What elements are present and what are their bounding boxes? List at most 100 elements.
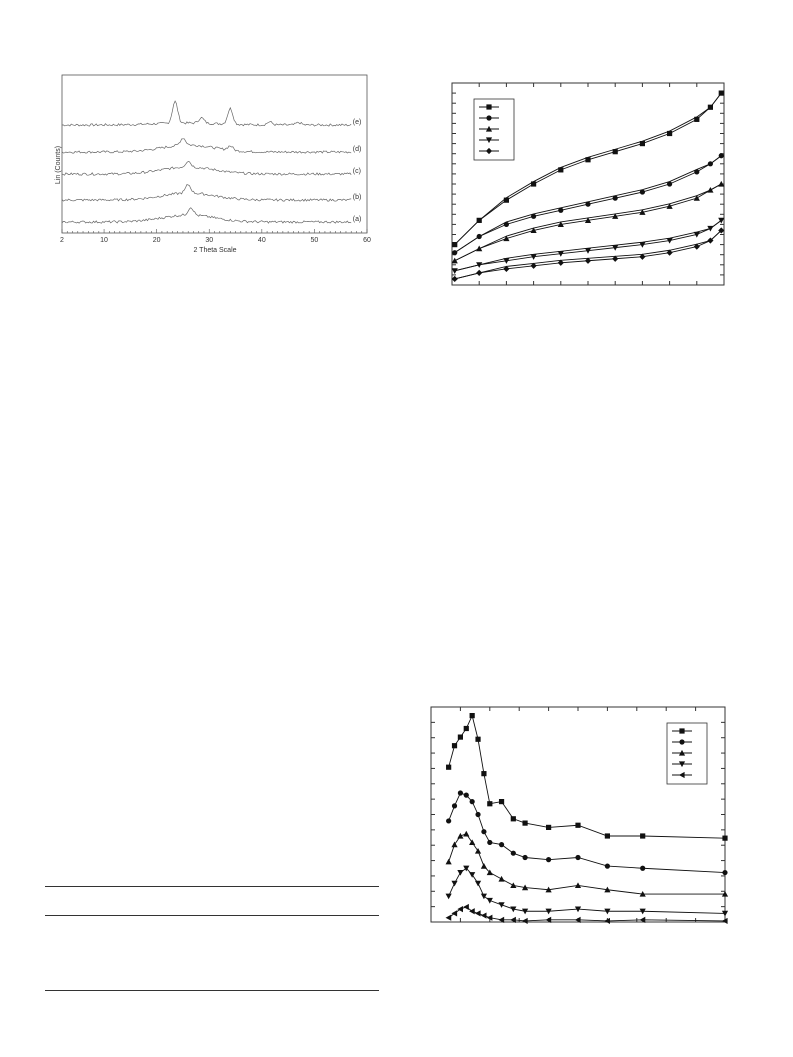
pore-series-line bbox=[448, 792, 726, 873]
iso-point bbox=[694, 116, 700, 122]
pore-point bbox=[640, 833, 646, 839]
pore-point bbox=[545, 916, 552, 923]
iso-point bbox=[718, 90, 724, 96]
pore-point bbox=[498, 916, 505, 923]
pore-point bbox=[457, 832, 464, 839]
pore-point bbox=[445, 893, 452, 900]
iso-point bbox=[531, 181, 537, 187]
pore-point bbox=[486, 914, 493, 921]
xrd-trace bbox=[61, 100, 352, 127]
pore-point bbox=[639, 916, 646, 923]
iso-series-line bbox=[454, 183, 722, 262]
pore-point bbox=[604, 908, 611, 915]
pore-point bbox=[604, 863, 610, 869]
pore-legend-marker bbox=[679, 728, 685, 734]
pore-series-line bbox=[448, 867, 726, 914]
pore-point bbox=[522, 820, 528, 826]
pore-series-line bbox=[448, 906, 726, 922]
pore-point bbox=[722, 835, 728, 841]
pore-point bbox=[457, 734, 463, 740]
pore-point bbox=[639, 908, 646, 915]
pore-point bbox=[469, 839, 476, 846]
pore-series-line bbox=[448, 833, 725, 895]
xrd-axes-frame bbox=[61, 74, 368, 234]
iso-point bbox=[694, 169, 700, 175]
pore-point bbox=[451, 803, 458, 809]
pore-point bbox=[604, 917, 610, 925]
pore-point bbox=[481, 771, 487, 777]
iso-point bbox=[584, 248, 592, 254]
pore-point bbox=[487, 839, 493, 846]
pore-point bbox=[474, 910, 481, 917]
pore-legend-marker bbox=[678, 771, 685, 779]
pore-point bbox=[469, 908, 475, 915]
iso-legend-marker bbox=[486, 104, 492, 110]
pore-point bbox=[545, 886, 552, 893]
pore-point bbox=[446, 818, 452, 824]
iso-point bbox=[503, 197, 509, 203]
pore-point bbox=[469, 872, 476, 878]
pore-point bbox=[604, 833, 610, 839]
pore-point bbox=[575, 854, 581, 861]
xrd-trace bbox=[61, 161, 352, 176]
iso-point bbox=[666, 237, 673, 244]
pore-point bbox=[463, 792, 469, 798]
isotherm-chart bbox=[451, 82, 725, 286]
pore-point bbox=[546, 824, 552, 830]
pore-point bbox=[451, 841, 458, 848]
xrd-plot: 2 10 20 30 40 50 60 (e) (d) (c) (b) (a) bbox=[60, 74, 371, 244]
xrd-ylabel: Lin (Counts) bbox=[55, 146, 62, 184]
pore-point bbox=[510, 816, 516, 822]
pore-point bbox=[574, 906, 582, 913]
iso-point bbox=[503, 235, 510, 242]
xrd-chart: 2 10 20 30 40 50 60 (e) (d) (c) (b) (a) Lin (Counts… bbox=[55, 74, 371, 254]
pore-point bbox=[604, 886, 611, 893]
pore-point bbox=[463, 830, 470, 837]
pore-point bbox=[486, 869, 493, 876]
pore-point bbox=[475, 736, 481, 742]
pore-point bbox=[475, 811, 481, 818]
iso-point bbox=[503, 258, 510, 264]
isotherm-plot bbox=[451, 82, 725, 286]
pore-point bbox=[469, 713, 475, 719]
pore-point bbox=[457, 906, 463, 913]
pore-point bbox=[486, 897, 493, 904]
pore-point bbox=[480, 912, 487, 919]
iso-point bbox=[531, 213, 537, 219]
xrd-x-tick-label: 60 bbox=[363, 237, 371, 244]
pore-point bbox=[639, 890, 646, 897]
pore-point bbox=[463, 865, 470, 872]
pore-point bbox=[457, 790, 463, 796]
iso-point bbox=[584, 257, 592, 264]
pore-point bbox=[474, 880, 482, 887]
xrd-x-tick-label: 10 bbox=[100, 237, 108, 244]
xrd-xlabel: 2 Theta Scale bbox=[193, 247, 236, 254]
iso-point bbox=[557, 251, 564, 257]
table-bottom-rule bbox=[45, 990, 379, 991]
pore-point bbox=[498, 842, 505, 848]
pore-point bbox=[480, 893, 488, 900]
iso-desorption-line bbox=[454, 219, 722, 272]
iso-point bbox=[718, 227, 725, 234]
pore-point bbox=[574, 882, 582, 889]
pore-point bbox=[521, 908, 529, 915]
iso-point bbox=[639, 189, 645, 195]
iso-desorption-line bbox=[454, 230, 722, 280]
iso-legend-marker bbox=[486, 115, 492, 121]
iso-point bbox=[666, 203, 673, 209]
xrd-x-tick-label: 50 bbox=[311, 237, 319, 244]
iso-series-line bbox=[454, 155, 722, 254]
iso-point bbox=[451, 268, 458, 274]
iso-desorption-line bbox=[454, 92, 722, 245]
pore-point bbox=[510, 916, 516, 923]
iso-point bbox=[612, 149, 618, 155]
iso-legend-marker bbox=[485, 147, 493, 155]
iso-point bbox=[612, 245, 619, 251]
iso-legend-marker bbox=[485, 125, 493, 132]
pore-point bbox=[446, 764, 452, 770]
pore-point bbox=[445, 914, 452, 921]
pore-plot bbox=[430, 706, 729, 925]
iso-desorption-line bbox=[454, 155, 722, 254]
pore-point bbox=[498, 799, 505, 805]
iso-point bbox=[639, 141, 645, 147]
